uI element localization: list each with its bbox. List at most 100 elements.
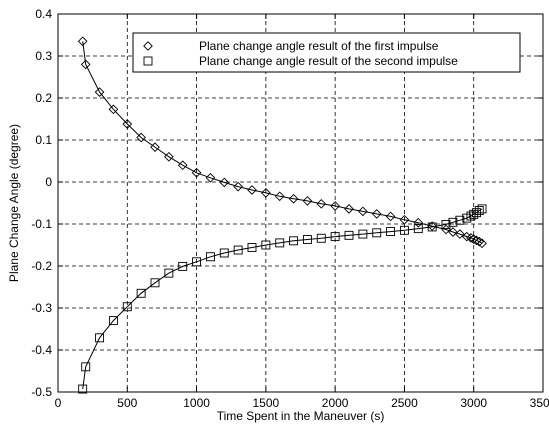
square-point xyxy=(164,268,174,278)
square-point xyxy=(178,261,188,271)
square-point xyxy=(372,228,382,238)
square-point xyxy=(358,229,368,239)
square-point xyxy=(261,240,271,250)
x-tick-label: 3000 xyxy=(460,396,487,410)
square-point xyxy=(427,222,437,232)
diamond-point xyxy=(448,227,458,237)
diamond-point xyxy=(358,206,368,217)
square-point xyxy=(205,252,215,262)
square-point xyxy=(455,215,465,225)
series-layer xyxy=(77,36,487,394)
plot-frame xyxy=(57,13,544,393)
legend: Plane change angle result of the first i… xyxy=(132,32,521,73)
legend-box xyxy=(132,32,521,73)
diamond-point xyxy=(385,211,396,222)
y-tick-label: -0.5 xyxy=(31,385,52,399)
square-point xyxy=(219,248,229,258)
diamond-point xyxy=(471,235,482,246)
square-point xyxy=(448,217,458,227)
x-tick-label: 2500 xyxy=(391,396,418,410)
legend-marker-2 xyxy=(143,56,153,66)
diamond-point xyxy=(468,234,479,244)
series-line xyxy=(82,208,483,390)
square-point xyxy=(150,278,160,288)
square-point xyxy=(122,302,132,312)
diamond-point xyxy=(177,160,188,171)
square-point xyxy=(474,206,484,216)
square-point xyxy=(108,316,118,326)
diamond-point xyxy=(344,204,354,214)
square-point xyxy=(247,243,257,252)
legend-marker-1 xyxy=(143,41,153,51)
diamond-point xyxy=(288,193,299,204)
diamond-point xyxy=(77,36,88,47)
square-point xyxy=(233,245,243,255)
square-point xyxy=(81,362,91,372)
diamond-point xyxy=(150,142,160,152)
square-point xyxy=(136,288,146,298)
diamond-point xyxy=(474,236,485,247)
x-tick-label: 1000 xyxy=(183,396,210,410)
x-tick-label: 2000 xyxy=(322,396,349,410)
diamond-point xyxy=(399,214,410,225)
y-tick-label: -0.4 xyxy=(31,343,52,357)
x-tick-label: 0 xyxy=(55,396,62,410)
square-point xyxy=(302,235,312,244)
diamond-point xyxy=(94,87,105,97)
diamond-point xyxy=(427,221,437,231)
y-tick-label: 0.2 xyxy=(35,91,52,105)
y-tick-label: -0.3 xyxy=(31,301,52,315)
square-point xyxy=(78,384,88,394)
series-2 xyxy=(78,204,487,394)
tick-layer: 0 500 1000 1500 2000 2500 3000 3500 -0.5 -0.4 -0.3… xyxy=(31,7,549,410)
diamond-point xyxy=(136,132,146,143)
diamond-point xyxy=(302,196,313,206)
diamond-point xyxy=(80,59,91,70)
diamond-point xyxy=(247,185,257,195)
y-axis-title: Plane Change Angle (degree) xyxy=(7,124,21,282)
diamond-point xyxy=(413,217,424,228)
square-point xyxy=(344,230,354,240)
square-point xyxy=(477,204,487,214)
diamond-point xyxy=(205,172,216,183)
y-tick-label: 0.4 xyxy=(35,7,52,21)
diamond-point xyxy=(371,209,382,219)
square-point xyxy=(413,224,423,234)
x-tick-label: 1500 xyxy=(253,396,280,410)
square-point xyxy=(95,333,105,343)
square-point xyxy=(386,227,396,237)
legend-label-1: Plane change angle result of the first i… xyxy=(199,39,439,53)
square-point xyxy=(441,219,451,229)
y-tick-label: 0.3 xyxy=(35,49,52,63)
x-axis-title: Time Spent in the Maneuver (s) xyxy=(217,409,385,423)
square-point xyxy=(330,232,340,242)
diamond-point xyxy=(274,191,285,202)
diamond-point xyxy=(316,199,327,209)
square-point xyxy=(466,211,476,221)
y-tick-label: -0.2 xyxy=(31,259,52,273)
diamond-point xyxy=(219,177,230,188)
square-point xyxy=(316,233,326,243)
square-point xyxy=(289,236,299,246)
diamond-point xyxy=(122,119,133,129)
diamond-point xyxy=(455,229,465,239)
square-point xyxy=(275,238,285,248)
diamond-point xyxy=(330,201,340,211)
y-tick-label: -0.1 xyxy=(31,217,52,231)
diamond-point xyxy=(261,188,271,198)
diamond-point xyxy=(108,104,119,115)
legend-label-2: Plane change angle result of the second … xyxy=(199,54,458,68)
y-tick-label: 0.1 xyxy=(35,133,52,147)
y-tick-label: 0 xyxy=(45,175,52,189)
diamond-point xyxy=(233,181,243,192)
diamond-point xyxy=(466,233,476,243)
diamond-point xyxy=(477,238,487,249)
square-point xyxy=(192,257,202,267)
square-point xyxy=(399,225,409,235)
diamond-point xyxy=(191,167,202,178)
x-tick-label: 3500 xyxy=(530,396,549,410)
diamond-point xyxy=(164,151,174,162)
series-1 xyxy=(77,36,487,249)
